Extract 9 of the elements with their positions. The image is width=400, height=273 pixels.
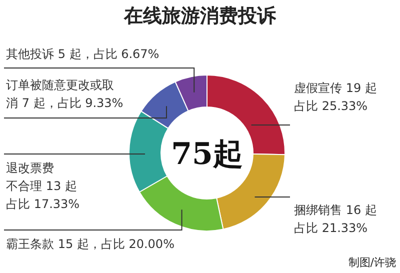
- text: 制图/许骁: [348, 256, 396, 269]
- slice-label: 退改票费不合理 13 起占比 17.33%: [6, 161, 80, 211]
- text: 75起: [171, 137, 243, 172]
- slice-label: 虚假宣传 19 起占比 25.33%: [294, 81, 377, 113]
- slice-label: 捆绑销售 16 起占比 21.33%: [294, 203, 377, 235]
- slice-label: 订单被随意更改或取消 7 起，占比 9.33%: [6, 78, 124, 110]
- slice-label: 其他投诉 5 起，占比 6.67%: [6, 47, 160, 61]
- chart-title: 在线旅游消费投诉: [123, 5, 277, 27]
- slice-label: 霸王条款 15 起，占比 20.00%: [6, 237, 174, 251]
